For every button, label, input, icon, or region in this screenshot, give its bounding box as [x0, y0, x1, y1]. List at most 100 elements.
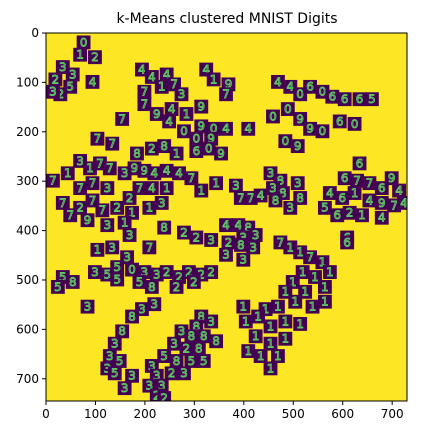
digit-glyph: 1	[296, 317, 304, 331]
digit-glyph: 4	[287, 80, 295, 94]
chart-title: k-Means clustered MNIST Digits	[116, 11, 337, 27]
digit-tile: 3	[204, 233, 218, 247]
digit-tile: 0	[348, 117, 362, 131]
digit-tile: 4	[86, 75, 100, 89]
digit-tile: 9	[375, 196, 389, 210]
digit-tile: 4	[162, 114, 176, 128]
digit-tile: 7	[303, 250, 317, 264]
digit-glyph: 4	[274, 75, 282, 89]
digit-tile: 1	[348, 186, 362, 200]
digit-glyph: 0	[319, 85, 327, 99]
digit-glyph: 1	[163, 181, 171, 195]
digit-glyph: 3	[121, 381, 129, 395]
digit-tile: 3	[204, 314, 218, 328]
digit-glyph: 7	[306, 250, 314, 264]
digit-glyph: 7	[109, 137, 117, 151]
digit-tile: 8	[209, 334, 223, 348]
digit-tile: 7	[219, 87, 233, 101]
digit-tile: 1	[207, 72, 221, 86]
digit-tile: 1	[160, 181, 174, 195]
digit-tile: 1	[264, 361, 278, 375]
digit-tile: 1	[142, 201, 156, 215]
digit-glyph: 3	[207, 314, 215, 328]
digit-glyph: 3	[267, 166, 275, 180]
digit-glyph: 1	[242, 314, 250, 328]
digit-glyph: 1	[86, 161, 94, 175]
digit-glyph: 3	[109, 240, 117, 254]
x-tick-label: 400	[232, 407, 255, 421]
digit-tile: 1	[170, 146, 184, 160]
digit-glyph: 3	[158, 196, 166, 210]
digit-tile: 4	[241, 122, 255, 136]
digit-tile: 1	[61, 166, 75, 180]
digit-glyph: 3	[138, 302, 146, 316]
digit-glyph: 9	[388, 171, 396, 185]
digit-glyph: 1	[274, 349, 282, 363]
digit-glyph: 7	[76, 181, 84, 195]
digit-glyph: 1	[321, 295, 329, 309]
digit-tile: 0	[316, 124, 330, 138]
x-tick-label: 0	[42, 407, 50, 421]
digit-tile: 6	[338, 171, 352, 185]
digit-glyph: 7	[96, 156, 104, 170]
digit-glyph: 1	[240, 300, 248, 314]
digit-glyph: 9	[306, 122, 314, 136]
digit-glyph: 4	[148, 70, 156, 84]
digit-glyph: 3	[240, 253, 248, 267]
digit-tile: 4	[147, 166, 161, 180]
digit-glyph: 3	[128, 369, 136, 383]
digit-glyph: 8	[128, 309, 136, 323]
digit-glyph: 1	[326, 265, 334, 279]
digit-tile: 4	[160, 164, 174, 178]
digit-glyph: 4	[175, 166, 183, 180]
digit-glyph: 1	[351, 186, 359, 200]
digit-glyph: 5	[368, 92, 376, 106]
x-tick-label: 100	[84, 407, 107, 421]
digit-tile: 1	[194, 183, 208, 197]
digit-tile: 7	[46, 174, 60, 188]
digit-tile: 1	[278, 314, 292, 328]
digit-glyph: 0	[319, 124, 327, 138]
digit-glyph: 1	[358, 208, 366, 222]
digit-glyph: 1	[309, 300, 317, 314]
digit-glyph: 4	[222, 218, 230, 232]
digit-tile: 8	[269, 193, 283, 207]
digit-tile: 2	[343, 206, 357, 220]
digit-tile: 3	[100, 218, 114, 232]
digit-glyph: 2	[168, 366, 176, 380]
digit-glyph: 7	[106, 161, 114, 175]
digit-glyph: 1	[311, 270, 319, 284]
digit-glyph: 9	[131, 161, 139, 175]
digit-glyph: 6	[334, 208, 342, 222]
digit-glyph: 7	[366, 176, 374, 190]
digit-tile: 4	[145, 181, 159, 195]
digit-glyph: 5	[188, 354, 196, 368]
digit-tile: 7	[115, 112, 129, 126]
digit-glyph: 6	[341, 171, 349, 185]
digit-glyph: 8	[133, 146, 141, 160]
digit-glyph: 5	[160, 349, 168, 363]
digit-tile: 9	[81, 213, 95, 227]
digit-glyph: 6	[341, 92, 349, 106]
digit-tile: 2	[145, 141, 159, 155]
digit-glyph: 0	[128, 262, 136, 276]
digit-glyph: 6	[356, 92, 364, 106]
digit-glyph: 7	[89, 193, 97, 207]
digit-glyph: 2	[113, 201, 121, 215]
digit-glyph: 1	[252, 329, 260, 343]
digit-glyph: 0	[269, 109, 277, 123]
digit-tile: 3	[177, 366, 191, 380]
digit-glyph: 8	[148, 280, 156, 294]
digit-glyph: 3	[178, 87, 186, 101]
digit-glyph: 7	[66, 208, 74, 222]
digit-tile: 5	[133, 275, 147, 289]
digit-glyph: 9	[153, 107, 161, 121]
digit-glyph: 1	[301, 285, 309, 299]
y-tick-label: 700	[16, 372, 39, 386]
digit-tile: 6	[330, 208, 344, 222]
digit-glyph: 2	[346, 206, 354, 220]
digit-glyph: 3	[222, 248, 230, 262]
digit-tile: 4	[172, 166, 186, 180]
digit-tile: 7	[142, 240, 156, 254]
digit-glyph: 8	[69, 275, 77, 289]
